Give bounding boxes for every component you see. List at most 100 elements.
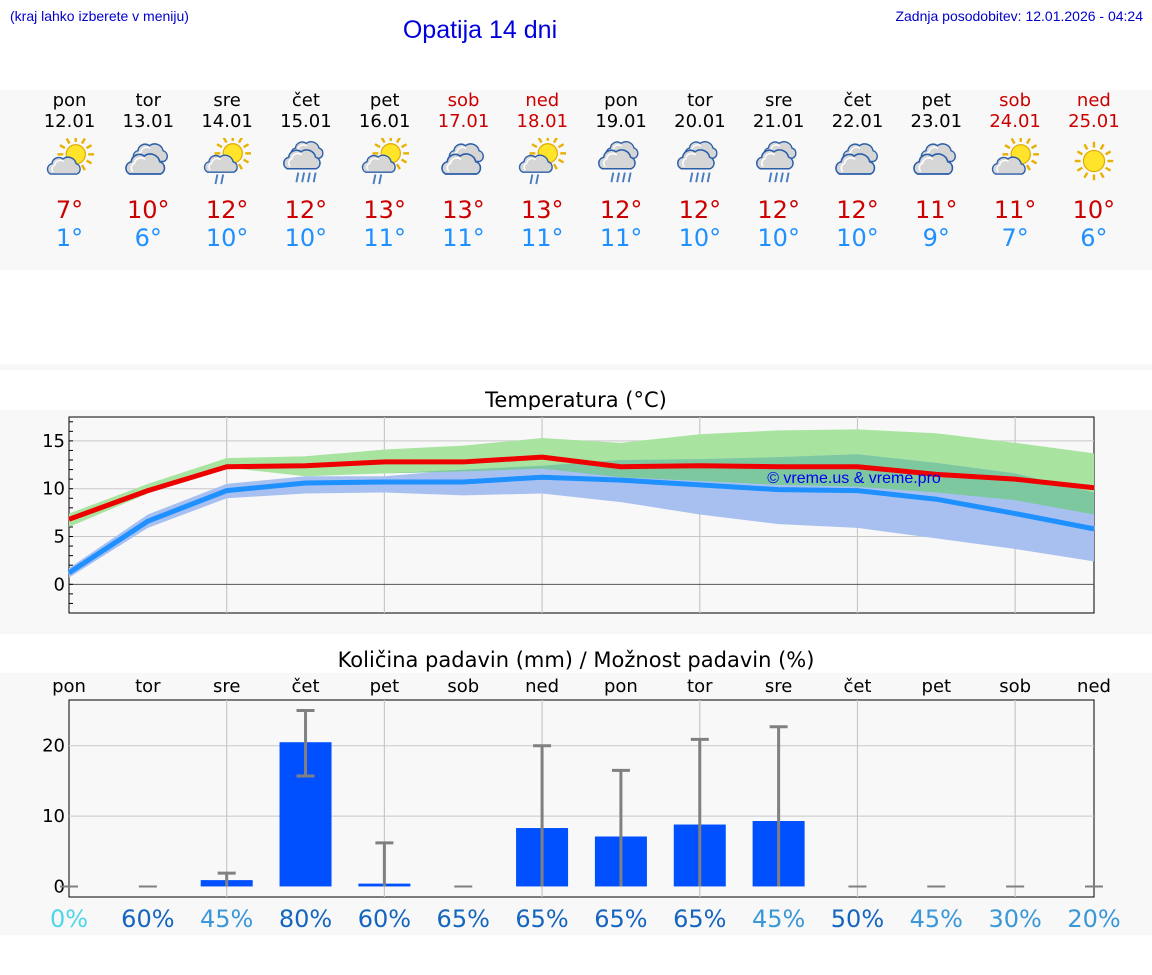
forecast-day: pet 16.01 13° 11° [345, 90, 424, 252]
plot-area [68, 699, 1095, 898]
sun-icon [1054, 138, 1133, 186]
band-overlap [69, 454, 1094, 527]
max-temperature: 12° [599, 196, 643, 224]
day-name: sre [764, 90, 793, 111]
day-date: 25.01 [1068, 111, 1120, 132]
day-name: sob [999, 90, 1031, 111]
min-temperature: 10° [757, 224, 800, 252]
probability-label: 45% [910, 905, 963, 933]
category-label: tor [135, 676, 161, 697]
max-temperature: 12° [836, 196, 879, 224]
y-tick-label: 15 [42, 431, 65, 452]
day-name: tor [135, 90, 162, 111]
day-date: 20.01 [674, 111, 726, 132]
cloudy-icon [897, 138, 976, 186]
max-temperature-point [778, 466, 780, 468]
min-temperature: 9° [922, 224, 950, 252]
y-tick-label: 0 [54, 574, 65, 595]
day-date: 22.01 [831, 111, 884, 132]
precipitation-chart: 0 10 20 pon tor sre čet pet sob ned pon tor sre čet pe… [0, 673, 1152, 935]
max-temperature: 10° [1072, 196, 1116, 224]
max-temperature: 7° [55, 196, 84, 224]
cloudy-icon [818, 138, 897, 186]
min-temperature: 6° [134, 224, 162, 252]
category-label: tor [687, 676, 713, 697]
day-name: tor [687, 90, 713, 111]
day-name: pet [921, 90, 952, 111]
max-temperature-point [1014, 478, 1016, 480]
y-tick-label: 20 [42, 736, 65, 757]
max-temperature: 12° [757, 196, 800, 224]
min-temperature: 7° [1001, 224, 1029, 252]
min-temperature-point [699, 484, 701, 486]
probability-label: 65% [594, 905, 647, 933]
sun-rain-icon [503, 138, 582, 186]
day-date: 13.01 [122, 111, 175, 132]
partly-cloudy-icon [976, 138, 1055, 186]
max-temperature: 11° [915, 196, 958, 224]
forecast-day: ned 18.01 13° 11° [503, 90, 582, 252]
min-temperature-point [620, 479, 622, 481]
min-temperature-point [383, 481, 385, 483]
max-temperature-point [383, 461, 385, 463]
probability-label: 65% [515, 905, 568, 933]
min-temperature: 10° [678, 224, 722, 252]
y-tick-label: 10 [42, 479, 65, 500]
day-name: pet [369, 90, 400, 111]
day-date: 23.01 [910, 111, 963, 132]
max-temperature-point [1093, 487, 1095, 489]
category-label: sre [765, 676, 792, 697]
forecast-day: čet 22.01 12° 10° [818, 90, 897, 252]
cloudy-icon [424, 138, 503, 186]
day-date: 18.01 [516, 111, 569, 132]
max-temperature: 10° [127, 196, 170, 224]
forecast-day: pon 12.01 7° 1° [30, 90, 109, 252]
forecast-day: pet 23.01 11° 9° [897, 90, 976, 252]
day-name: ned [1076, 90, 1111, 111]
rain-cloud-icon [739, 138, 818, 186]
probability-label: 45% [200, 905, 253, 933]
day-name: čet [843, 90, 872, 111]
min-temperature-point [935, 498, 937, 500]
max-temperature-line [68, 454, 1095, 522]
forecast-strip: pon 12.01 7° 1° tor 13.01 10° 6° sre 14.01 12° 1… [0, 90, 1152, 270]
probability-label: 80% [279, 905, 332, 933]
watermark: © vreme.us & vreme.pro [767, 470, 941, 487]
max-temperature: 12° [284, 196, 328, 224]
max-temperature: 13° [442, 196, 485, 224]
min-temperature-point [541, 476, 543, 478]
category-label: sob [999, 676, 1031, 697]
probability-label: 30% [988, 905, 1041, 933]
sun-rain-icon [345, 138, 424, 186]
category-label: ned [525, 676, 559, 697]
min-temperature-point [1014, 513, 1016, 515]
category-label: sre [213, 676, 240, 697]
category-label: ned [1077, 676, 1111, 697]
min-temperature: 1° [55, 224, 84, 252]
max-temperature-band [69, 429, 1094, 527]
probability-label: 60% [358, 905, 411, 933]
day-name: pon [52, 90, 87, 111]
day-name: sob [447, 90, 480, 111]
probability-label: 65% [437, 905, 490, 933]
min-temperature: 11° [442, 224, 485, 252]
min-temperature: 10° [284, 224, 328, 252]
forecast-day: sre 21.01 12° 10° [739, 90, 818, 252]
day-date: 15.01 [280, 111, 332, 132]
region-hint: (kraj lahko izberete v meniju) [10, 8, 189, 24]
category-label: čet [843, 676, 871, 697]
probability-label: 20% [1067, 905, 1120, 933]
forecast-day: sob 17.01 13° 11° [424, 90, 503, 252]
max-temperature-point [856, 466, 858, 468]
divider [0, 364, 1152, 370]
min-temperature: 10° [205, 224, 249, 252]
forecast-day: ned 25.01 10° 6° [1054, 90, 1133, 252]
precipitation-chart-title: Količina padavin (mm) / Možnost padavin … [337, 648, 815, 672]
probability-label: 65% [673, 905, 726, 933]
max-temperature-point [935, 473, 937, 475]
min-temperature-point [856, 490, 858, 492]
category-label: pon [52, 676, 86, 697]
partly-cloudy-icon [30, 138, 109, 186]
max-temperature-point [68, 518, 70, 520]
category-label: pet [922, 676, 952, 697]
